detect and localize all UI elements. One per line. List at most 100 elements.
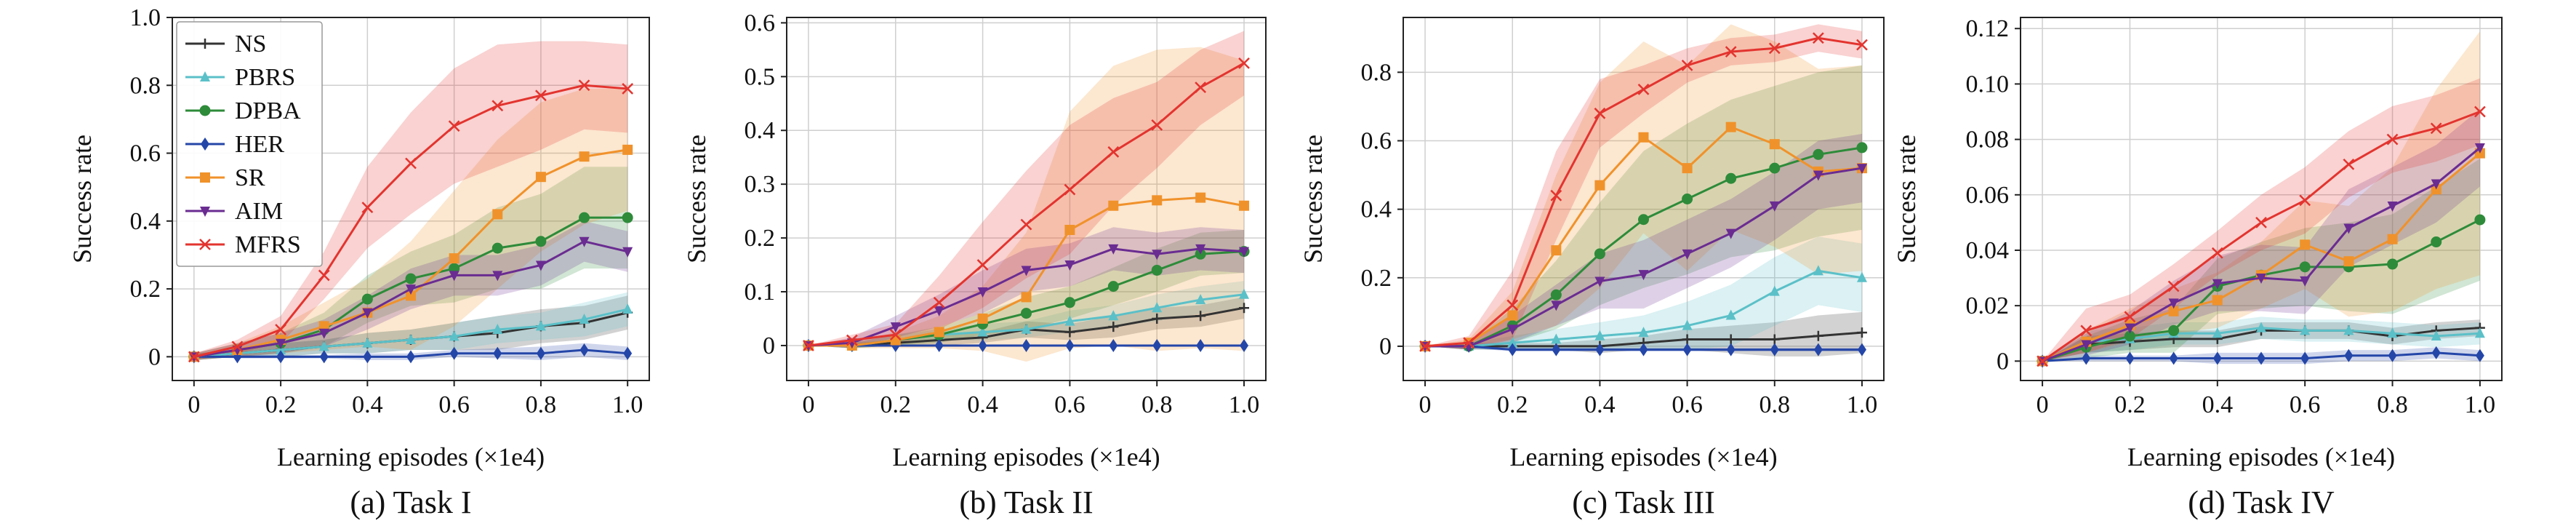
point-her <box>1639 343 1648 356</box>
point-mfrs <box>933 296 945 308</box>
point-aim <box>1594 276 1605 287</box>
point-aim <box>1769 201 1780 212</box>
point-pbrs <box>1195 294 1206 305</box>
point-mfrs <box>846 334 858 346</box>
point-her <box>1508 343 1517 356</box>
point-pbrs <box>276 344 286 355</box>
legend-item-sr: SR <box>185 164 265 191</box>
point-pbrs <box>1813 265 1823 276</box>
legend-label: PBRS <box>235 64 295 91</box>
point-mfrs <box>1419 340 1431 352</box>
point-pbrs <box>977 326 988 337</box>
y-tick-label: 0.6 <box>130 140 161 167</box>
y-axis-label: Success rate <box>68 135 97 263</box>
point-sr <box>2387 234 2398 244</box>
series-lines <box>2037 105 2486 368</box>
point-dpba <box>579 212 590 223</box>
point-pbrs <box>1638 327 1649 338</box>
point-her <box>2475 348 2484 362</box>
point-her <box>1022 338 1031 352</box>
x-tick-label: 0.6 <box>2290 391 2321 418</box>
band-dpba <box>2042 159 2480 362</box>
point-her <box>2169 351 2178 365</box>
point-aim <box>1152 250 1163 260</box>
point-sr <box>1108 200 1119 211</box>
point-ns <box>1725 334 1736 345</box>
point-sr <box>934 327 944 338</box>
point-mfrs <box>2299 194 2311 207</box>
point-pbrs <box>1507 337 1518 348</box>
point-dpba <box>622 212 633 223</box>
point-her <box>449 346 459 360</box>
point-sr <box>1239 200 1250 211</box>
point-aim <box>318 328 329 339</box>
point-mfrs <box>1594 107 1606 119</box>
point-aim <box>535 260 546 271</box>
x-tick-label: 0.6 <box>1672 391 1703 418</box>
point-pbrs <box>2300 324 2311 335</box>
point-her <box>2082 351 2091 365</box>
series-lines <box>1419 32 1868 356</box>
point-her <box>1770 343 1779 356</box>
point-dpba <box>1064 297 1075 308</box>
point-aim <box>1682 249 1693 260</box>
point-mfrs <box>2211 247 2223 259</box>
point-her <box>493 346 502 360</box>
point-aim <box>2387 202 2398 212</box>
point-aim <box>492 271 503 282</box>
band-dpba <box>193 167 628 361</box>
panel-caption: (c) Task III <box>1572 485 1714 520</box>
point-pbrs <box>1725 309 1736 320</box>
point-pbrs <box>2387 327 2398 338</box>
x-tick-label: 0.6 <box>1054 391 1086 418</box>
point-ns <box>1064 327 1075 338</box>
y-tick-label: 0.04 <box>1966 237 2010 264</box>
point-sr <box>1551 245 1562 256</box>
point-her <box>1857 343 1866 356</box>
legend-item-pbrs: PBRS <box>185 64 295 91</box>
legend-label: AIM <box>235 198 283 225</box>
point-mfrs <box>231 340 244 353</box>
point-aim <box>1507 324 1518 335</box>
point-her <box>934 338 944 352</box>
point-pbrs <box>1594 330 1605 340</box>
y-tick-label: 1.0 <box>130 4 161 31</box>
point-pbrs <box>1108 310 1119 321</box>
legend-item-her: HER <box>185 131 284 158</box>
panel-caption: (b) Task II <box>959 485 1093 520</box>
point-dpba <box>405 273 417 284</box>
band-aim <box>2042 108 2480 362</box>
point-her <box>1595 343 1605 356</box>
chart-panel-2: 0 0.2 0.4 0.6 0.8 1.0 0 0.1 0.2 0.3 0.4 0.5 0.6 Learn… <box>682 9 1267 520</box>
x-tick-label: 0.8 <box>1760 391 1791 418</box>
y-tick-label: 0.5 <box>745 63 776 90</box>
point-aim <box>406 284 416 295</box>
x-axis-label: Learning episodes (×1e4) <box>892 442 1160 471</box>
point-sr <box>406 290 416 301</box>
point-pbrs <box>1551 333 1562 344</box>
x-tick-label: 0.8 <box>526 391 557 418</box>
x-tick-label: 1.0 <box>1847 391 1878 418</box>
point-dpba <box>535 236 547 247</box>
point-aim <box>1725 228 1736 239</box>
x-tick-label: 1.0 <box>2465 391 2496 418</box>
point-pbrs <box>449 330 460 341</box>
y-tick-label: 0.10 <box>1966 71 2010 97</box>
x-tick-label: 1.0 <box>612 391 643 418</box>
point-dpba <box>1107 281 1119 292</box>
band-pbrs <box>2042 316 2480 362</box>
band-sr <box>808 47 1245 362</box>
point-her <box>536 346 545 360</box>
point-mfrs <box>1064 183 1076 196</box>
point-mfrs <box>2430 122 2442 135</box>
point-mfrs <box>1725 46 1737 57</box>
point-aim <box>1856 164 1867 175</box>
point-aim <box>579 236 590 247</box>
point-pbrs <box>318 340 329 351</box>
series-lines <box>188 79 634 364</box>
band-mfrs <box>193 41 628 361</box>
point-aim <box>1551 300 1562 311</box>
point-pbrs <box>492 324 503 335</box>
point-aim <box>1239 247 1250 258</box>
point-ns <box>1813 330 1823 341</box>
